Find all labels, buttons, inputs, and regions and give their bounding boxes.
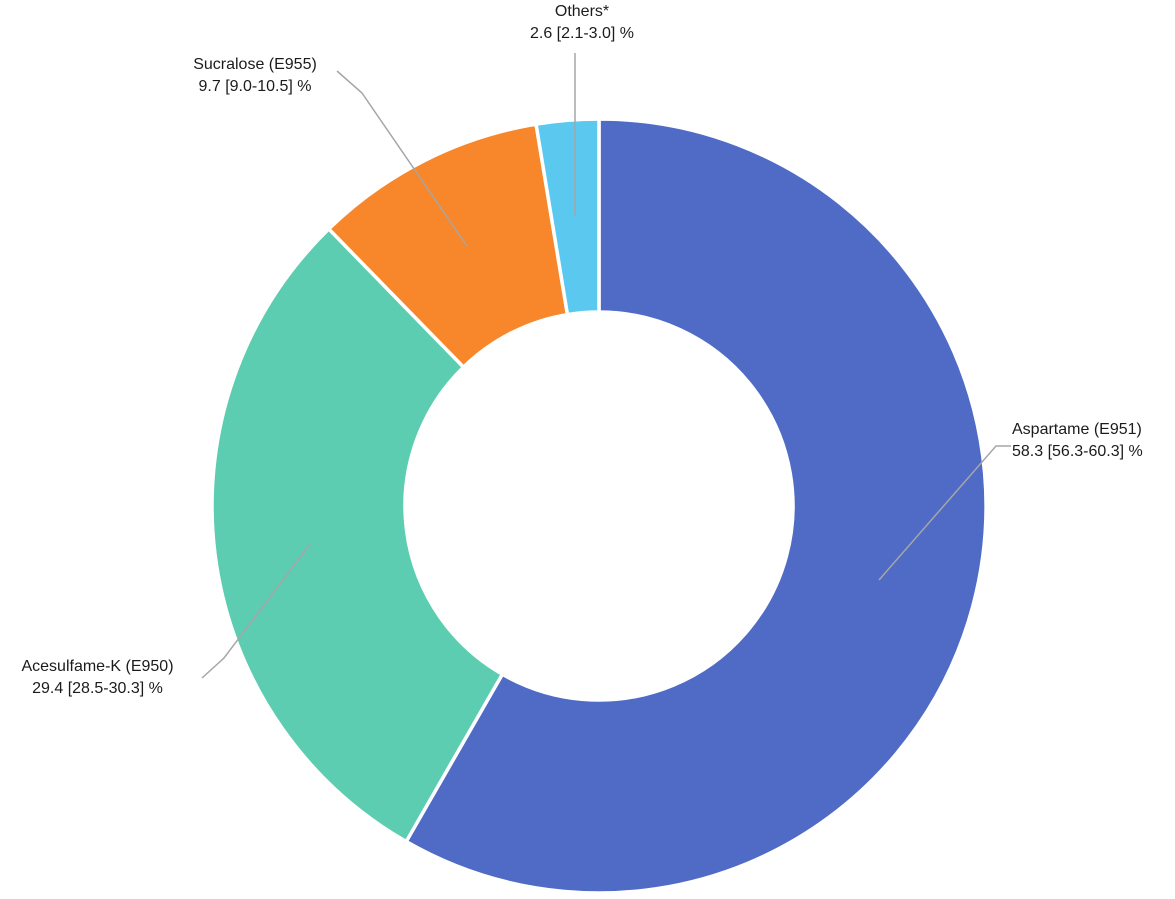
leader-line-acesulfame xyxy=(201,543,311,679)
data-label-sucralose-value: 9.7 [9.0-10.5] % xyxy=(198,78,312,95)
data-label-acesulfame: Acesulfame-K (E950) 29.4 [28.5-30.3] % xyxy=(0,656,195,700)
data-label-acesulfame-value: 29.4 [28.5-30.3] % xyxy=(32,680,163,697)
donut-slices xyxy=(210,117,988,895)
data-label-aspartame-value: 58.3 [56.3-60.3] % xyxy=(1012,443,1143,460)
data-label-sucralose: Sucralose (E955) 9.7 [9.0-10.5] % xyxy=(130,54,380,98)
slice-acesulfame-k-e950 xyxy=(210,227,505,844)
data-label-aspartame: Aspartame (E951) 58.3 [56.3-60.3] % xyxy=(1012,419,1175,463)
data-label-acesulfame-name: Acesulfame-K (E950) xyxy=(21,658,174,675)
leader-line-sucralose xyxy=(336,70,468,247)
slice-others xyxy=(534,117,601,317)
data-label-others: Others* 2.6 [2.1-3.0] % xyxy=(462,1,702,45)
data-label-aspartame-name: Aspartame (E951) xyxy=(1012,421,1142,438)
data-label-sucralose-name: Sucralose (E955) xyxy=(193,56,317,73)
data-label-others-name: Others* xyxy=(554,3,610,20)
leader-lines xyxy=(201,53,1011,679)
data-label-others-value: 2.6 [2.1-3.0] % xyxy=(529,25,635,42)
slice-aspartame-e951 xyxy=(404,117,988,895)
leader-line-aspartame xyxy=(878,445,1011,581)
